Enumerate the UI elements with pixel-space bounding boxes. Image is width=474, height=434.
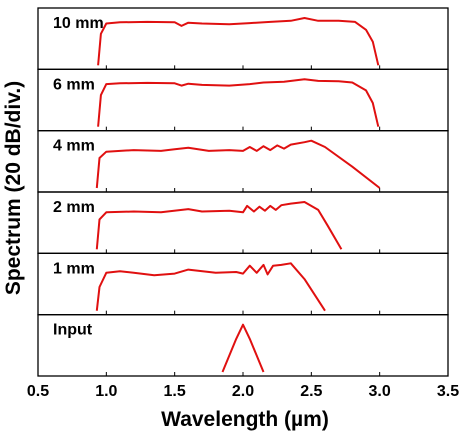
panel: 10 mm xyxy=(37,7,449,70)
x-tick-label: 0.5 xyxy=(27,383,49,400)
panel: Input xyxy=(37,314,449,377)
x-tick-label: 3.5 xyxy=(437,383,459,400)
x-tick-label: 2.0 xyxy=(232,383,254,400)
x-tick-label: 3.0 xyxy=(369,383,391,400)
spectrum-line xyxy=(95,262,326,312)
panel: 4 mm xyxy=(37,130,449,193)
panel-label: 2 mm xyxy=(53,199,95,216)
x-tick-label: 2.5 xyxy=(300,383,322,400)
spectrum-line xyxy=(95,139,381,189)
panel-label: 10 mm xyxy=(53,15,104,32)
panel-label: 6 mm xyxy=(53,76,95,93)
spectrum-line xyxy=(97,17,380,66)
panel: 1 mm xyxy=(37,252,449,316)
panel-label: Input xyxy=(53,322,93,339)
x-tick-label: 1.5 xyxy=(164,383,186,400)
spectrum-line xyxy=(97,78,380,127)
panel: 2 mm xyxy=(37,191,449,254)
x-tick-label: 1.0 xyxy=(95,383,117,400)
y-axis-label: Spectrum (20 dB/div.) xyxy=(2,81,25,295)
panel-label: 1 mm xyxy=(53,260,95,277)
spectrum-line xyxy=(221,323,265,373)
panel-label: 4 mm xyxy=(53,138,95,155)
x-axis-label: Wavelength (µm) xyxy=(161,408,329,431)
spectrum-line xyxy=(95,201,343,250)
panel: 6 mm xyxy=(37,68,449,132)
panel-frame xyxy=(37,252,449,316)
